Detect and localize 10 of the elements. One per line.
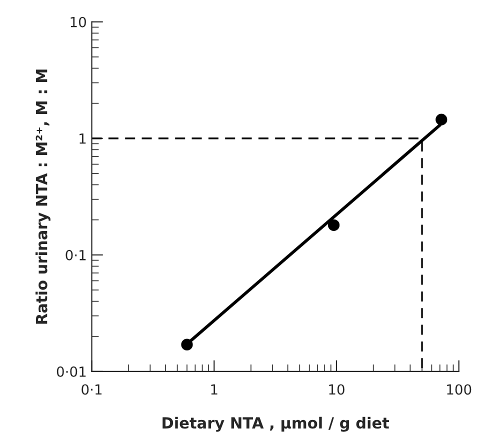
y-axis-title: Ratio urinary NTA : M²⁺, M : M [36, 70, 50, 324]
x-tick-label: 1 [211, 384, 218, 395]
y-tick-label: 0·01 [56, 366, 86, 377]
x-tick-label: 0·1 [82, 384, 102, 395]
x-tick-label: 100 [447, 384, 472, 395]
y-tick-label: 10 [70, 16, 86, 28]
y-tick-label: 0·1 [66, 250, 86, 260]
x-tick-label: 10 [329, 384, 344, 395]
y-tick-label: 1 [80, 134, 86, 144]
x-axis-title: Dietary NTA , µmol / g diet [162, 416, 390, 432]
